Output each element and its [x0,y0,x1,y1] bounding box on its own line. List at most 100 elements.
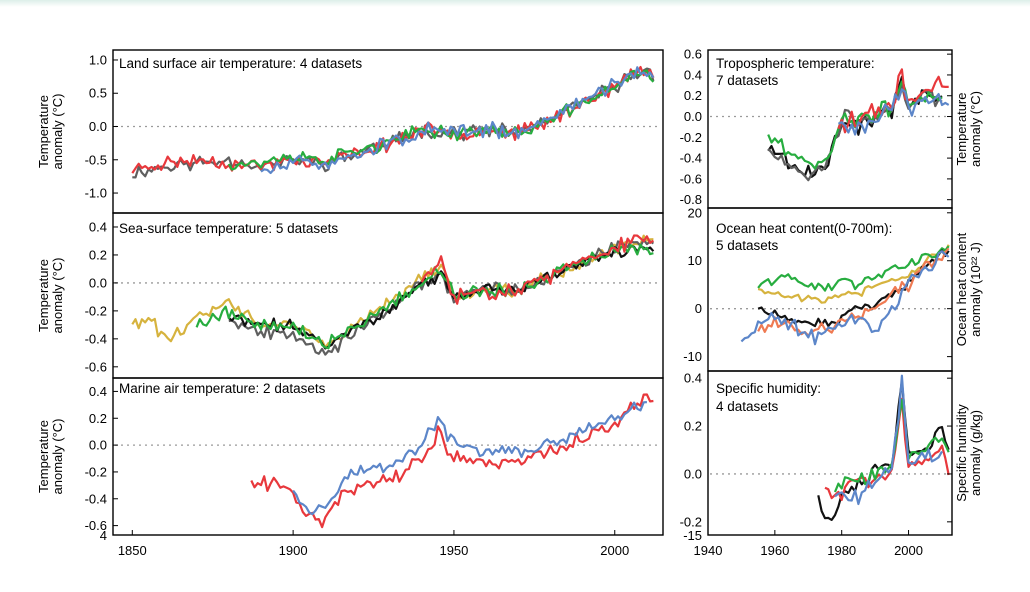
data-series-black [757,249,950,328]
series-layer [131,234,655,356]
ocean-heat-content-panel: 20 10 0 -10 Ocean heat content(0-700m): 5 d… [683,205,983,372]
y-tick-label: -0.8 [680,192,702,207]
y-tick-label: -0.4 [85,491,107,506]
y-tick-label: -0.6 [680,171,702,186]
y-tick-label: -0.4 [85,331,107,346]
x-tick-label: 1950 [439,543,468,558]
tropospheric-temperature-panel: 0.6 0.4 0.2 0.0 -0.2 -0.4 -0.6 -0.8 Tropospheri… [680,47,983,209]
data-series-orange [757,247,950,337]
data-series-green [757,245,950,292]
y-tick-label: -0.6 [85,359,107,374]
y-axis-label-line-2: anomaly (g/kg) [968,410,983,496]
y-tick-label: 10 [688,253,702,268]
x-tick-label: 1850 [118,543,147,558]
panel-title: Ocean heat content(0-700m): [716,221,892,236]
panel-title: Sea-surface temperature: 5 datasets [119,221,338,236]
y-tick-label: -0.4 [680,151,702,166]
marine-air-temperature-panel: 0.40.20.0-0.2-0.4-0.64 1850 1900 1950 2000 … [36,377,664,558]
y-tick-label: -0.2 [85,464,107,479]
y-tick-label: 0.0 [89,275,107,290]
plot-frame [112,377,664,536]
y-axis-label-line-1: Temperature [954,93,969,166]
data-series-blue [740,250,950,346]
y-axis-label-line-1: Specific humidity [954,404,969,502]
sea-surface-temperature-panel: 0.4 0.2 0.0 -0.2 -0.4 -0.6 Sea-surface temper… [36,212,664,379]
y-tick-label: -0.5 [85,152,107,167]
y-tick-label: 1.0 [89,52,107,67]
y-axis-label-line-2: anomaly (°C) [50,258,65,334]
y-axis-label-line-1: Temperature [36,95,51,168]
data-series-green [227,69,655,171]
panel-title-line-2: 7 datasets [716,73,779,88]
data-series-red [824,397,950,502]
data-series-yellow [131,234,654,349]
y-axis-ticks: 1.0 0.5 0.0 -0.5 -1.0 [85,52,118,201]
y-axis-ticks: 0.4 0.2 0.0 -0.2-15 [680,371,952,543]
y-tick-label: 0.4 [684,371,702,386]
x-tick-label: 1940 [694,543,723,558]
y-tick-label: -0.2 [680,130,702,145]
data-series-red [250,393,654,529]
series-layer [767,68,950,182]
y-tick-label: -0.6 [85,518,107,533]
y-tick-label: -0.2 [85,303,107,318]
y-tick-label: 0.2 [89,411,107,426]
panel-title: Marine air temperature: 2 datasets [119,381,326,396]
y-tick-label: 0.0 [684,466,702,481]
x-tick-label: 1900 [279,543,308,558]
y-tick-label: 0.4 [684,67,702,82]
y-tick-label: 0 [695,301,702,316]
specific-humidity-panel: 0.4 0.2 0.0 -0.2-15 1940 1960 1980 2000 Specif… [680,370,983,558]
data-series-black [228,244,655,350]
y-tick-label: 0.2 [684,419,702,434]
y-axis-label-line-1: Ocean heat content [954,232,969,346]
data-series-blue [834,374,943,506]
y-axis-label-line-2: anomaly (°C) [50,419,65,495]
series-layer [131,65,655,179]
plot-frame [112,212,664,379]
y-tick-label: 0.0 [89,119,107,134]
x-tick-label: 1960 [760,543,789,558]
y-tick-label: 0.2 [684,88,702,103]
y-tick-label: 0.0 [684,109,702,124]
series-layer [817,374,950,522]
x-tick-label: 1980 [827,543,856,558]
y-axis-ticks: 0.4 0.2 0.0 -0.2 -0.4 -0.6 [85,219,118,374]
y-axis-label-line-2: anomaly (°C) [968,91,983,167]
y-tick-label: -10 [683,349,702,364]
y-axis-ticks: 0.6 0.4 0.2 0.0 -0.2 -0.4 -0.6 -0.8 [680,47,952,207]
panel-title: Land surface air temperature: 4 datasets [119,56,362,71]
y-tick-label: 0.4 [89,219,107,234]
data-series-blue [292,401,647,516]
x-tick-label: 2000 [600,543,629,558]
y-axis-ticks: 0.4 0.2 0.0 -0.2 -0.4 -0.64 [85,384,118,543]
panel-title-line-2: 5 datasets [716,238,779,253]
y-tick-label-extra: 4 [100,528,107,543]
top-band [0,0,1030,7]
y-axis-label-line-2: anomaly (°C) [50,94,65,170]
y-tick-label: 0.2 [89,247,107,262]
y-axis-label-line-1: Temperature [36,420,51,493]
x-axis-ticks: 1940 1960 1980 2000 [694,530,923,558]
data-series-red [420,234,655,305]
panel-title: Tropospheric temperature: [716,56,875,71]
plot-frame [112,49,664,214]
x-axis-ticks: 1850 1900 1950 2000 [118,530,629,558]
y-axis-label-line-2: anomaly (10²² J) [968,242,983,337]
plot-frame [707,370,953,536]
series-layer [740,244,950,346]
panel-title: Specific humidity: [716,381,821,396]
y-axis-ticks: 20 10 0 -10 [683,205,952,364]
y-tick-label: -0.2 [680,514,702,529]
data-series-blue [837,88,950,136]
x-tick-label: 2000 [894,543,923,558]
data-series-red [131,65,655,174]
data-series-yellow [757,244,950,304]
series-layer [250,393,654,529]
panel-title-line-2: 4 datasets [716,399,779,414]
y-tick-label: 20 [688,205,702,220]
y-tick-label: -1.0 [85,186,107,201]
y-tick-label: 0.0 [89,438,107,453]
y-tick-label: 0.4 [89,384,107,399]
